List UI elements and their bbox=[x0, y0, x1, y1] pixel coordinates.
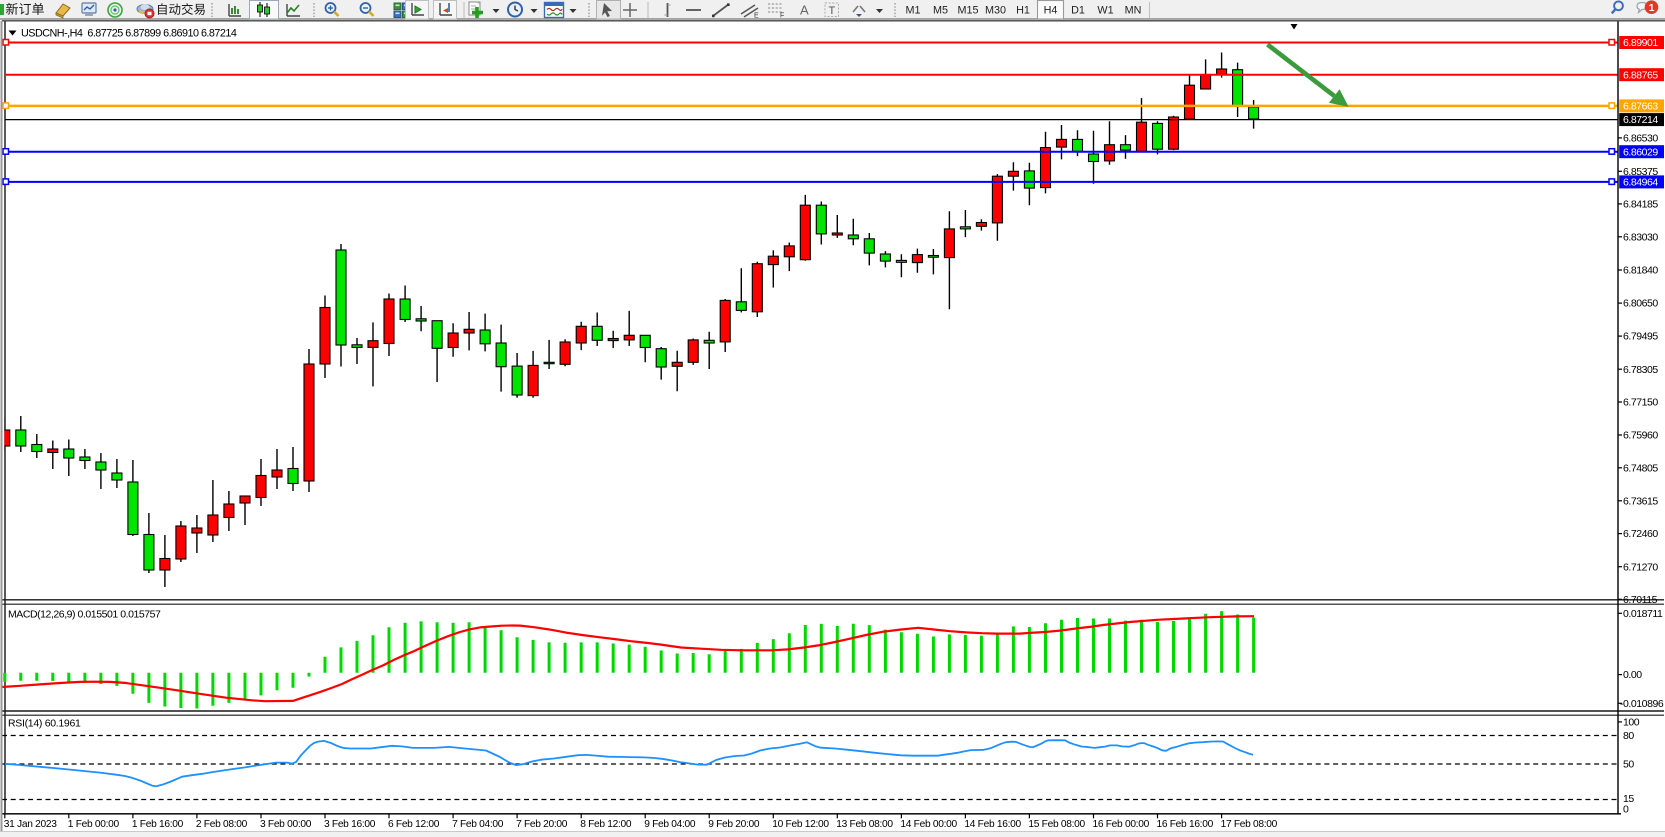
svg-text:15: 15 bbox=[1623, 793, 1634, 805]
svg-text:H4: H4 bbox=[1044, 5, 1058, 17]
svg-text:6.85375: 6.85375 bbox=[1623, 166, 1658, 178]
svg-text:6.88765: 6.88765 bbox=[1623, 69, 1658, 81]
svg-text:6.86530: 6.86530 bbox=[1623, 133, 1658, 145]
svg-text:1 Feb 00:00: 1 Feb 00:00 bbox=[68, 819, 120, 830]
svg-text:6.75960: 6.75960 bbox=[1623, 430, 1658, 442]
svg-text:6.78305: 6.78305 bbox=[1623, 364, 1658, 376]
svg-text:14 Feb 16:00: 14 Feb 16:00 bbox=[964, 819, 1021, 830]
svg-text:6.77150: 6.77150 bbox=[1623, 397, 1658, 409]
svg-text:MN: MN bbox=[1125, 5, 1142, 17]
svg-text:USDCNH-,H4 6.87725 6.87899 6.: USDCNH-,H4 6.87725 6.87899 6.86910 6.872… bbox=[21, 28, 237, 40]
svg-text:16 Feb 00:00: 16 Feb 00:00 bbox=[1093, 819, 1150, 830]
svg-text:M15: M15 bbox=[957, 5, 978, 17]
svg-text:W1: W1 bbox=[1097, 5, 1113, 17]
svg-text:6.87663: 6.87663 bbox=[1623, 101, 1658, 113]
svg-text:7 Feb 20:00: 7 Feb 20:00 bbox=[516, 819, 568, 830]
svg-text:M30: M30 bbox=[985, 5, 1006, 17]
svg-text:10 Feb 12:00: 10 Feb 12:00 bbox=[772, 819, 829, 830]
svg-text:3 Feb 00:00: 3 Feb 00:00 bbox=[260, 819, 312, 830]
svg-text:RSI(14) 60.1961: RSI(14) 60.1961 bbox=[8, 718, 81, 730]
svg-text:6.86029: 6.86029 bbox=[1623, 146, 1658, 158]
svg-text:-0.010896: -0.010896 bbox=[1620, 698, 1664, 710]
svg-text:H1: H1 bbox=[1016, 5, 1030, 17]
svg-text:6.73615: 6.73615 bbox=[1623, 495, 1658, 507]
svg-text:6.89901: 6.89901 bbox=[1623, 37, 1658, 49]
svg-text:6.83030: 6.83030 bbox=[1623, 231, 1658, 243]
svg-text:1 Feb 16:00: 1 Feb 16:00 bbox=[132, 819, 184, 830]
svg-text:7 Feb 04:00: 7 Feb 04:00 bbox=[452, 819, 504, 830]
svg-text:9 Feb 04:00: 9 Feb 04:00 bbox=[644, 819, 696, 830]
svg-text:6 Feb 12:00: 6 Feb 12:00 bbox=[388, 819, 440, 830]
svg-text:3 Feb 16:00: 3 Feb 16:00 bbox=[324, 819, 376, 830]
svg-text:A: A bbox=[800, 3, 809, 18]
svg-text:13 Feb 08:00: 13 Feb 08:00 bbox=[836, 819, 893, 830]
svg-text:6.84185: 6.84185 bbox=[1623, 199, 1658, 211]
svg-text:100: 100 bbox=[1623, 717, 1640, 729]
svg-text:9 Feb 20:00: 9 Feb 20:00 bbox=[708, 819, 760, 830]
svg-text:6.81840: 6.81840 bbox=[1623, 265, 1658, 277]
svg-text:6.74805: 6.74805 bbox=[1623, 462, 1658, 474]
svg-text:6.80650: 6.80650 bbox=[1623, 298, 1658, 310]
svg-text:14 Feb 00:00: 14 Feb 00:00 bbox=[900, 819, 957, 830]
svg-text:0.00: 0.00 bbox=[1623, 669, 1642, 681]
svg-text:2 Feb 08:00: 2 Feb 08:00 bbox=[196, 819, 248, 830]
svg-text:1: 1 bbox=[1649, 2, 1655, 14]
svg-text:16 Feb 16:00: 16 Feb 16:00 bbox=[1157, 819, 1214, 830]
svg-text:6.72460: 6.72460 bbox=[1623, 528, 1658, 540]
svg-text:E: E bbox=[754, 13, 759, 20]
svg-text:M1: M1 bbox=[906, 5, 921, 17]
svg-text:M5: M5 bbox=[933, 5, 948, 17]
svg-text:80: 80 bbox=[1623, 730, 1634, 742]
svg-text:50: 50 bbox=[1623, 759, 1634, 771]
svg-text:MACD(12,26,9) 0.015501 0.01575: MACD(12,26,9) 0.015501 0.015757 bbox=[8, 609, 161, 621]
svg-text:0.018711: 0.018711 bbox=[1623, 608, 1663, 620]
svg-text:T: T bbox=[829, 5, 836, 17]
svg-text:6.84964: 6.84964 bbox=[1623, 177, 1658, 189]
svg-text:6.87214: 6.87214 bbox=[1623, 114, 1658, 126]
svg-text:6.79495: 6.79495 bbox=[1623, 331, 1658, 343]
svg-text:D1: D1 bbox=[1071, 5, 1085, 17]
svg-text:6.71270: 6.71270 bbox=[1623, 561, 1658, 573]
svg-text:F: F bbox=[780, 13, 784, 20]
svg-text:31 Jan 2023: 31 Jan 2023 bbox=[4, 819, 57, 830]
svg-text:8 Feb 12:00: 8 Feb 12:00 bbox=[580, 819, 632, 830]
svg-text:17 Feb 08:00: 17 Feb 08:00 bbox=[1221, 819, 1278, 830]
svg-text:0: 0 bbox=[1623, 803, 1629, 815]
svg-text:6.70115: 6.70115 bbox=[1623, 594, 1658, 606]
svg-text:15 Feb 08:00: 15 Feb 08:00 bbox=[1028, 819, 1085, 830]
